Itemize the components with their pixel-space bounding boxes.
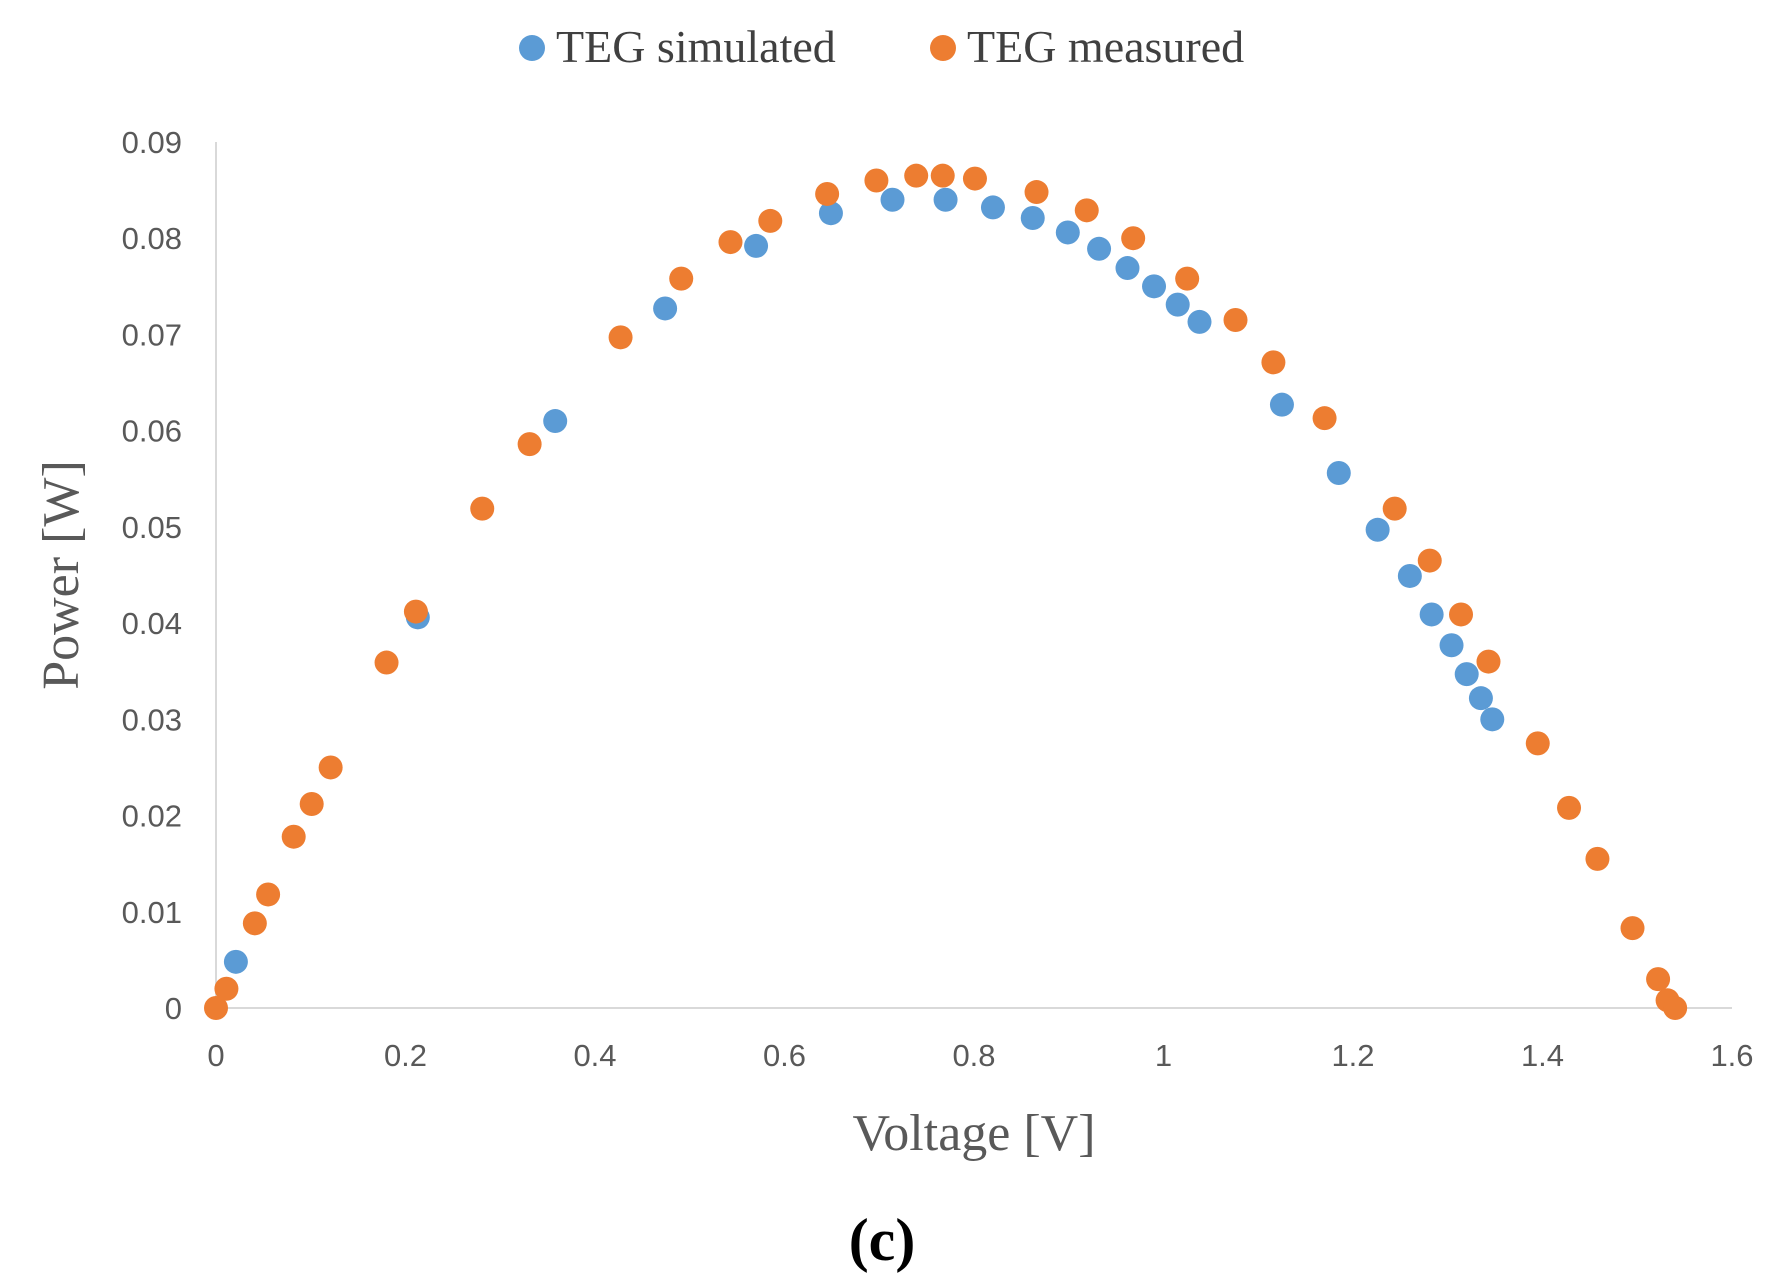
point-teg-simulated: [1439, 633, 1464, 658]
point-teg-simulated: [653, 296, 678, 321]
y-tick-label: 0.01: [122, 895, 182, 930]
y-tick-label: 0.06: [122, 414, 182, 449]
point-teg-simulated: [744, 233, 769, 258]
point-teg-simulated: [880, 187, 905, 212]
point-teg-measured: [930, 163, 955, 188]
series-teg-simulated: [223, 187, 1505, 974]
point-teg-measured: [1646, 967, 1671, 992]
point-teg-measured: [1449, 602, 1474, 627]
point-teg-measured: [1261, 350, 1286, 375]
point-teg-measured: [962, 166, 987, 191]
point-teg-measured: [1024, 180, 1049, 205]
point-teg-simulated: [818, 201, 843, 226]
x-tick-label: 0: [207, 1038, 224, 1073]
point-teg-measured: [1223, 308, 1248, 333]
y-tick-label: 0.02: [122, 799, 182, 834]
y-tick-label: 0.05: [122, 510, 182, 545]
point-teg-measured: [242, 911, 267, 936]
x-tick-label: 1: [1155, 1038, 1172, 1073]
point-teg-simulated: [1269, 392, 1294, 417]
point-teg-measured: [864, 168, 889, 193]
point-teg-simulated: [1419, 602, 1444, 627]
point-teg-simulated: [1468, 686, 1493, 711]
point-teg-measured: [1074, 198, 1099, 223]
point-teg-measured: [256, 882, 281, 907]
point-teg-simulated: [223, 949, 248, 974]
y-tick-label: 0.09: [122, 125, 182, 160]
point-teg-measured: [470, 496, 495, 521]
legend-label-measured: TEG measured: [967, 21, 1244, 72]
legend-label-simulated: TEG simulated: [556, 21, 836, 72]
point-teg-measured: [374, 650, 399, 675]
point-teg-measured: [1417, 548, 1442, 573]
y-tick-label: 0: [165, 991, 182, 1026]
point-teg-measured: [815, 181, 840, 206]
legend-marker-measured: [930, 35, 956, 61]
point-teg-simulated: [1454, 662, 1479, 687]
point-teg-simulated: [1326, 461, 1351, 486]
point-teg-simulated: [1365, 517, 1390, 542]
x-tick-label: 0.8: [952, 1038, 995, 1073]
point-teg-measured: [403, 599, 428, 624]
point-teg-measured: [299, 792, 324, 817]
series-teg-measured: [204, 163, 1688, 1020]
panel-label: (c): [849, 1207, 916, 1273]
point-teg-simulated: [1115, 256, 1140, 281]
x-tick-label: 0.4: [573, 1038, 616, 1073]
point-teg-measured: [214, 976, 239, 1001]
y-tick-label: 0.04: [122, 606, 182, 641]
point-teg-simulated: [1055, 220, 1080, 245]
y-tick-label: 0.03: [122, 702, 182, 737]
point-teg-simulated: [1165, 292, 1190, 317]
x-tick-label: 0.2: [384, 1038, 427, 1073]
point-teg-simulated: [1087, 236, 1112, 261]
point-teg-simulated: [933, 187, 958, 212]
point-teg-measured: [517, 432, 542, 457]
point-teg-measured: [1312, 406, 1337, 431]
point-teg-measured: [1382, 496, 1407, 521]
legend: TEG simulated TEG measured: [519, 21, 1244, 72]
point-teg-measured: [1525, 731, 1550, 756]
y-tick-label: 0.08: [122, 221, 182, 256]
x-tick-labels: 0 0.2 0.4 0.6 0.8 1 1.2 1.4 1.6: [207, 1038, 1753, 1073]
point-teg-measured: [204, 996, 228, 1020]
point-teg-measured: [318, 755, 343, 780]
point-teg-simulated: [1020, 206, 1045, 231]
y-tick-label: 0.07: [122, 317, 182, 352]
x-tick-label: 1.6: [1710, 1038, 1753, 1073]
point-teg-measured: [1557, 795, 1582, 820]
point-teg-measured: [669, 266, 694, 291]
point-teg-simulated: [980, 195, 1005, 220]
point-teg-measured: [1175, 266, 1200, 291]
point-teg-simulated: [1397, 563, 1422, 588]
point-teg-measured: [1585, 846, 1610, 871]
point-teg-measured: [904, 163, 929, 188]
point-teg-measured: [1476, 649, 1501, 674]
point-teg-simulated: [543, 409, 568, 434]
point-teg-measured: [1663, 996, 1688, 1020]
legend-marker-simulated: [519, 35, 545, 61]
y-axis-title: Power [W]: [33, 460, 90, 690]
point-teg-measured: [281, 824, 306, 849]
point-teg-simulated: [1142, 274, 1167, 299]
x-tick-label: 1.4: [1521, 1038, 1564, 1073]
point-teg-simulated: [1187, 309, 1212, 334]
x-tick-label: 1.2: [1331, 1038, 1374, 1073]
point-teg-measured: [608, 325, 633, 350]
x-tick-label: 0.6: [763, 1038, 806, 1073]
point-teg-measured: [758, 208, 783, 233]
x-axis-title: Voltage [V]: [852, 1105, 1095, 1162]
point-teg-simulated: [1480, 707, 1505, 732]
point-teg-measured: [1620, 916, 1645, 941]
point-teg-measured: [1121, 226, 1146, 251]
y-tick-labels: 0 0.01 0.02 0.03 0.04 0.05 0.06 0.07 0.08 0.09: [122, 125, 182, 1026]
point-teg-measured: [718, 230, 743, 255]
